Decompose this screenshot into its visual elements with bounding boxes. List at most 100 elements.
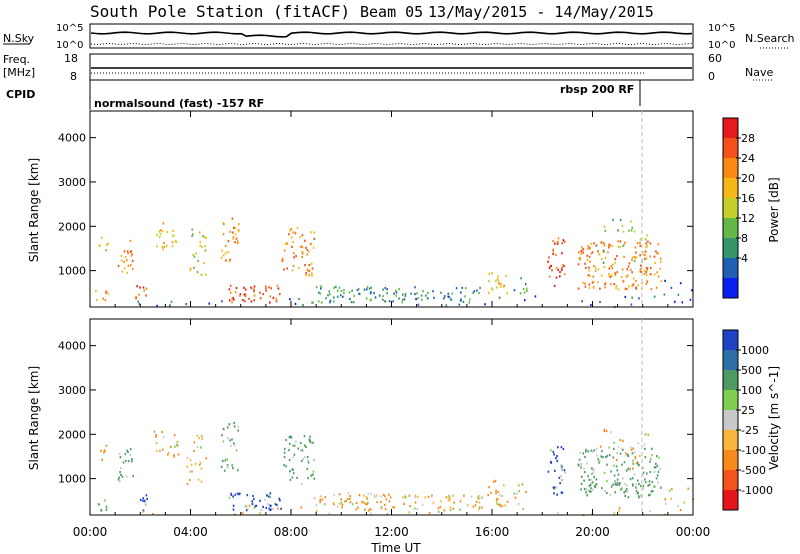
power-echo xyxy=(689,298,692,301)
power-echo xyxy=(592,275,594,278)
velocity-echo xyxy=(585,488,588,491)
power-echo xyxy=(291,269,294,272)
power-echo xyxy=(135,297,137,300)
velocity-echo xyxy=(498,494,501,497)
nsky-panel: N.Sky 10^5 10^0 10^5 10^0 N.Search xyxy=(3,23,795,51)
power-colorbar-band xyxy=(723,238,738,259)
velocity-echo xyxy=(623,491,625,494)
power-echo xyxy=(643,272,646,276)
velocity-echo xyxy=(292,472,295,475)
power-echo xyxy=(472,291,474,294)
velocity-echo xyxy=(196,434,199,437)
velocity-echo xyxy=(445,496,448,499)
velocity-echo xyxy=(492,480,495,483)
velocity-echo xyxy=(346,497,349,501)
power-echo xyxy=(292,240,294,244)
velocity-echo xyxy=(143,500,146,503)
velocity-echo xyxy=(272,508,274,511)
power-echo xyxy=(610,283,612,286)
velocity-echo xyxy=(293,444,296,447)
velocity-echo xyxy=(382,493,385,496)
velocity-y-tick-label: 4000 xyxy=(58,340,86,353)
velocity-echo xyxy=(564,471,566,474)
power-echo xyxy=(370,286,372,289)
power-echo xyxy=(234,291,237,294)
power-echo xyxy=(193,255,196,258)
power-echo xyxy=(608,275,611,278)
power-echo xyxy=(562,264,564,267)
velocity-echo xyxy=(644,433,647,436)
velocity-echo xyxy=(643,443,646,446)
velocity-echo xyxy=(580,488,582,491)
power-echo xyxy=(404,294,407,298)
power-echo xyxy=(138,302,141,306)
power-echo xyxy=(462,300,465,303)
power-echo xyxy=(603,225,606,228)
velocity-y-tick-label: 2000 xyxy=(58,428,86,441)
power-echo xyxy=(193,266,195,269)
power-echo xyxy=(650,288,653,291)
power-echo xyxy=(473,290,476,293)
power-echo xyxy=(145,294,147,297)
velocity-echo xyxy=(579,451,582,454)
velocity-echo xyxy=(477,496,479,499)
velocity-echo xyxy=(288,458,291,462)
power-echo xyxy=(105,290,108,293)
velocity-echo xyxy=(279,499,281,502)
velocity-echo xyxy=(497,491,499,494)
power-echo xyxy=(495,280,497,283)
power-echo xyxy=(496,278,499,281)
power-echo xyxy=(204,245,206,248)
velocity-echo xyxy=(409,505,411,508)
beam-label: Beam 05 xyxy=(360,3,423,21)
nsearch-tick-top: 10^5 xyxy=(708,23,735,34)
velocity-panel: 1000 2000 3000 4000 Slant Range [km] xyxy=(27,318,694,517)
power-echo xyxy=(227,251,229,254)
power-echo xyxy=(601,257,603,261)
velocity-echo xyxy=(231,438,233,441)
velocity-colorbar-band xyxy=(723,390,738,411)
power-echo xyxy=(464,295,466,298)
power-echo xyxy=(131,259,134,262)
power-echo xyxy=(259,297,262,300)
velocity-echo xyxy=(427,495,430,498)
power-echo xyxy=(232,237,234,240)
velocity-echo xyxy=(333,503,335,506)
power-echo xyxy=(289,229,291,232)
power-echo xyxy=(577,263,580,266)
velocity-echo xyxy=(173,455,175,458)
velocity-echo xyxy=(612,456,615,459)
velocity-echo xyxy=(355,508,358,511)
velocity-echo xyxy=(328,512,331,515)
power-echo xyxy=(619,240,622,243)
power-echo xyxy=(577,251,580,254)
power-echo xyxy=(617,229,619,232)
power-echo xyxy=(392,300,394,303)
velocity-echo xyxy=(103,449,106,452)
velocity-echo xyxy=(380,506,383,509)
power-echo xyxy=(281,257,284,260)
power-echo xyxy=(283,249,286,252)
power-echo xyxy=(657,252,660,255)
velocity-echo xyxy=(374,495,376,498)
velocity-echo xyxy=(550,460,552,463)
velocity-echo xyxy=(265,506,268,510)
power-echo xyxy=(612,263,614,266)
velocity-echo xyxy=(613,464,615,467)
velocity-echo xyxy=(449,506,452,509)
velocity-echo xyxy=(585,448,587,451)
velocity-echo xyxy=(580,466,582,469)
power-echo xyxy=(285,242,287,245)
velocity-echo xyxy=(193,449,195,452)
power-echo xyxy=(136,285,138,288)
velocity-echo xyxy=(591,472,593,476)
power-echo xyxy=(476,289,478,292)
velocity-echo xyxy=(186,465,188,468)
velocity-colorbar-tick-label: 25 xyxy=(741,404,755,417)
power-echo xyxy=(350,301,353,304)
velocity-echo xyxy=(226,426,229,429)
power-echo xyxy=(319,292,321,295)
velocity-echo xyxy=(200,480,203,483)
power-echo xyxy=(223,223,225,226)
velocity-echo xyxy=(478,506,481,509)
